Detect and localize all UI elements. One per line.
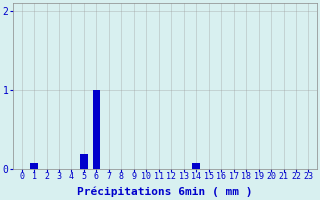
Bar: [80, 154, 88, 169]
X-axis label: Précipitations 6min ( mm ): Précipitations 6min ( mm ): [77, 187, 253, 197]
Bar: [30, 163, 38, 169]
Bar: [192, 163, 200, 169]
Bar: [93, 90, 100, 169]
